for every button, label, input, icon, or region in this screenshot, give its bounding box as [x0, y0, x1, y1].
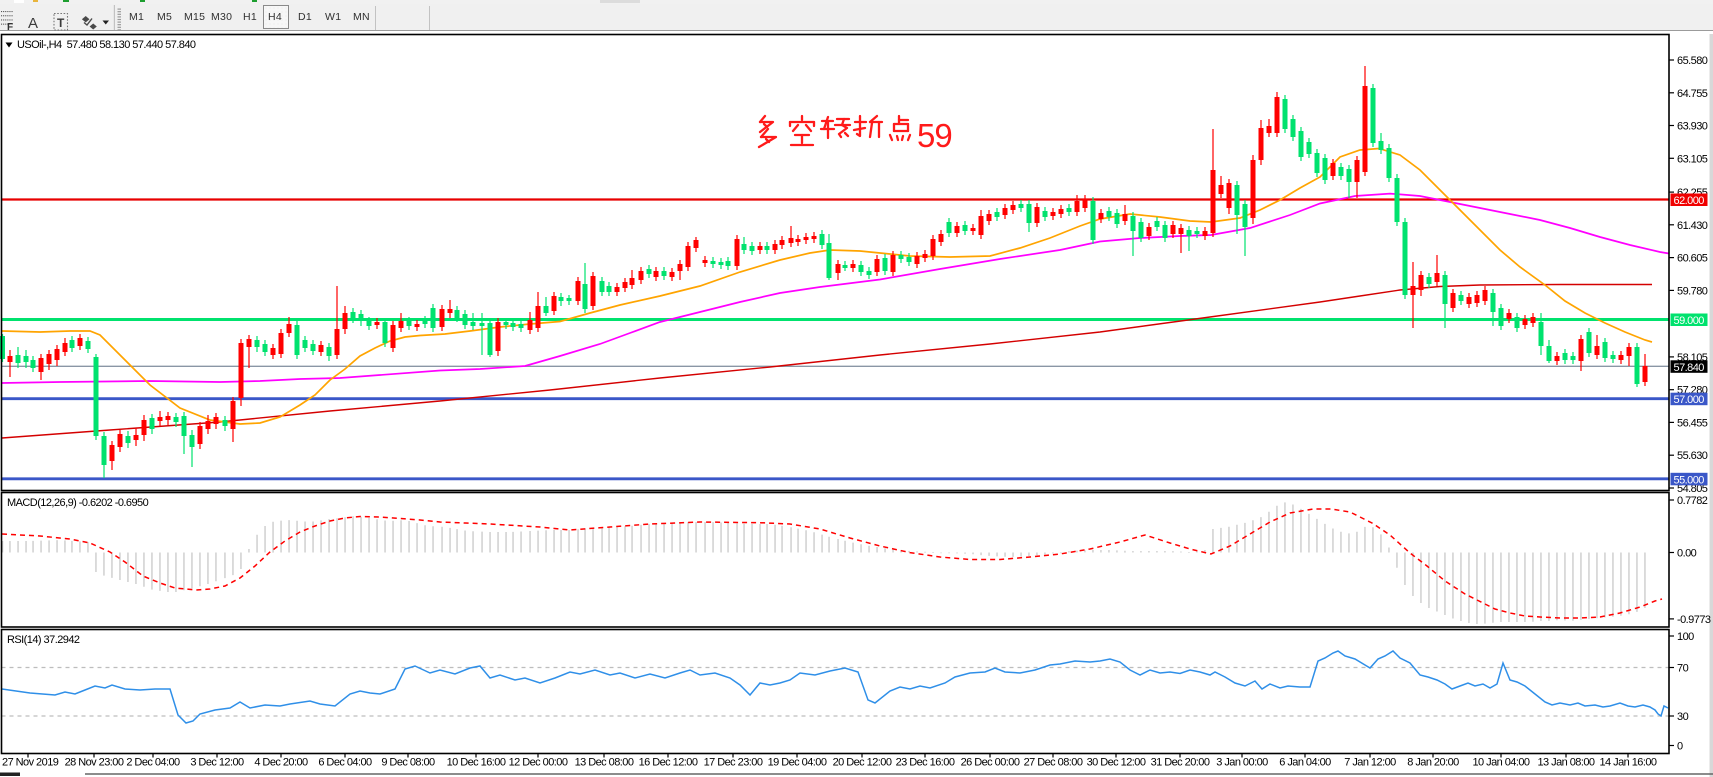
svg-text:USOil-,H4 57.480 58.130 57.44: USOil-,H4 57.480 58.130 57.440 57.840 — [17, 39, 196, 51]
svg-text:2 Dec 04:00: 2 Dec 04:00 — [126, 757, 180, 769]
svg-text:4 Dec 20:00: 4 Dec 20:00 — [254, 757, 308, 769]
svg-text:65.580: 65.580 — [1677, 55, 1708, 67]
svg-text:6 Dec 04:00: 6 Dec 04:00 — [318, 757, 372, 769]
svg-text:0.7782: 0.7782 — [1677, 495, 1708, 507]
svg-text:30: 30 — [1677, 711, 1689, 723]
svg-text:54.805: 54.805 — [1677, 483, 1708, 495]
svg-text:26 Dec 00:00: 26 Dec 00:00 — [961, 757, 1020, 769]
svg-text:9 Dec 08:00: 9 Dec 08:00 — [381, 757, 435, 769]
svg-text:16 Dec 12:00: 16 Dec 12:00 — [639, 757, 698, 769]
svg-text:3 Jan 00:00: 3 Jan 00:00 — [1216, 757, 1268, 769]
svg-text:20 Dec 12:00: 20 Dec 12:00 — [833, 757, 892, 769]
svg-text:7 Jan 12:00: 7 Jan 12:00 — [1344, 757, 1396, 769]
svg-text:13 Jan 08:00: 13 Jan 08:00 — [1537, 757, 1594, 769]
svg-text:61.430: 61.430 — [1677, 220, 1708, 232]
svg-text:100: 100 — [1677, 631, 1694, 643]
svg-text:10 Jan 04:00: 10 Jan 04:00 — [1472, 757, 1529, 769]
svg-text:RSI(14) 37.2942: RSI(14) 37.2942 — [7, 634, 80, 646]
svg-text:14 Jan 16:00: 14 Jan 16:00 — [1599, 757, 1656, 769]
svg-text:63.930: 63.930 — [1677, 121, 1708, 133]
svg-text:MACD(12,26,9) -0.6202 -0.6950: MACD(12,26,9) -0.6202 -0.6950 — [7, 497, 149, 509]
svg-text:57.840: 57.840 — [1674, 362, 1705, 374]
svg-text:-0.9773: -0.9773 — [1677, 614, 1711, 626]
svg-text:70: 70 — [1677, 663, 1689, 675]
svg-text:12 Dec 00:00: 12 Dec 00:00 — [509, 757, 568, 769]
svg-text:27 Nov 2019: 27 Nov 2019 — [2, 757, 59, 769]
svg-text:30 Dec 12:00: 30 Dec 12:00 — [1087, 757, 1146, 769]
svg-text:59: 59 — [917, 117, 952, 154]
svg-text:62.000: 62.000 — [1674, 195, 1705, 207]
svg-text:28 Nov 23:00: 28 Nov 23:00 — [65, 757, 124, 769]
svg-text:31 Dec 20:00: 31 Dec 20:00 — [1151, 757, 1210, 769]
svg-text:27 Dec 08:00: 27 Dec 08:00 — [1024, 757, 1083, 769]
svg-text:56.455: 56.455 — [1677, 417, 1708, 429]
svg-text:59.000: 59.000 — [1674, 315, 1705, 327]
svg-text:57.000: 57.000 — [1674, 394, 1705, 406]
svg-text:8 Jan 20:00: 8 Jan 20:00 — [1407, 757, 1459, 769]
svg-text:0.00: 0.00 — [1677, 548, 1697, 560]
svg-text:0: 0 — [1677, 741, 1683, 753]
svg-text:10 Dec 16:00: 10 Dec 16:00 — [447, 757, 506, 769]
svg-text:59.780: 59.780 — [1677, 285, 1708, 297]
svg-text:23 Dec 16:00: 23 Dec 16:00 — [896, 757, 955, 769]
svg-text:6 Jan 04:00: 6 Jan 04:00 — [1279, 757, 1331, 769]
svg-text:64.755: 64.755 — [1677, 88, 1708, 100]
svg-text:T: T — [57, 16, 65, 30]
svg-text:19 Dec 04:00: 19 Dec 04:00 — [768, 757, 827, 769]
svg-text:A: A — [28, 15, 38, 31]
svg-text:3 Dec 12:00: 3 Dec 12:00 — [190, 757, 244, 769]
svg-text:F: F — [7, 22, 13, 31]
svg-text:13 Dec 08:00: 13 Dec 08:00 — [575, 757, 634, 769]
svg-text:55.000: 55.000 — [1674, 474, 1705, 486]
svg-text:17 Dec 23:00: 17 Dec 23:00 — [704, 757, 763, 769]
svg-text:63.105: 63.105 — [1677, 153, 1708, 165]
svg-text:60.605: 60.605 — [1677, 253, 1708, 265]
svg-text:55.630: 55.630 — [1677, 450, 1708, 462]
